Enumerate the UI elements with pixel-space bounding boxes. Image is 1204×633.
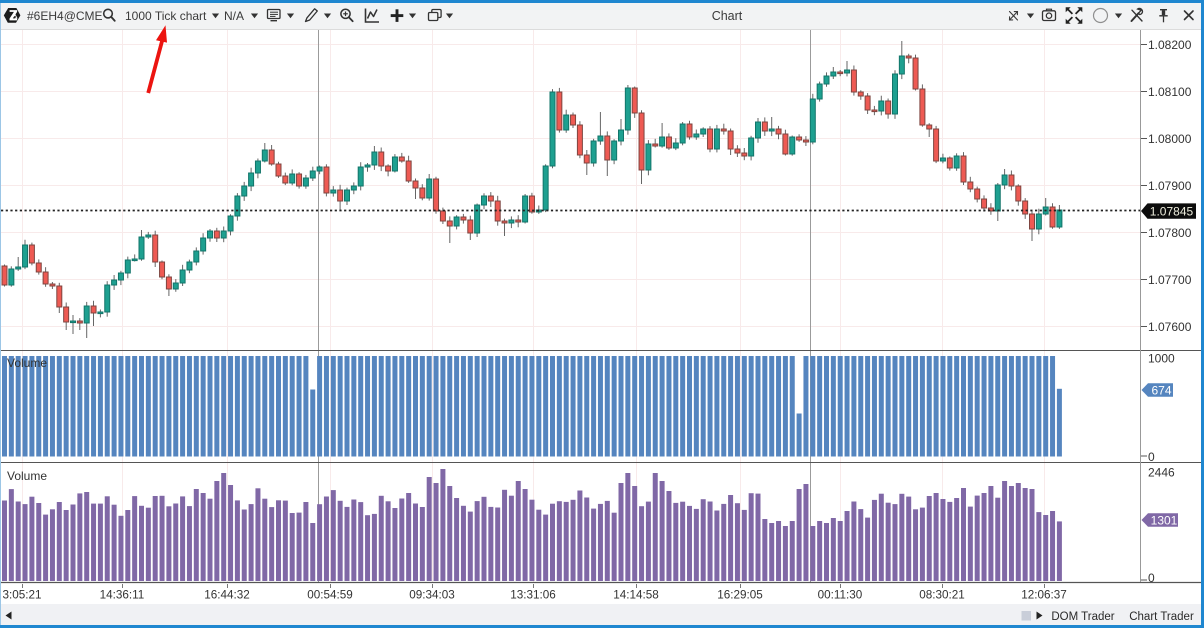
- svg-text:1.07800: 1.07800: [1148, 226, 1192, 240]
- svg-text:09:34:03: 09:34:03: [409, 589, 455, 602]
- svg-text:14:36:11: 14:36:11: [100, 589, 145, 602]
- svg-text:1301: 1301: [1151, 513, 1178, 527]
- svg-text:2446: 2446: [1148, 465, 1175, 479]
- svg-text:0: 0: [1148, 450, 1155, 464]
- svg-text:#6EH4@CME: #6EH4@CME: [27, 9, 103, 23]
- svg-text:1.08200: 1.08200: [1148, 38, 1192, 52]
- svg-text:3:05:21: 3:05:21: [3, 589, 42, 602]
- svg-text:DOM Trader: DOM Trader: [1051, 611, 1114, 623]
- svg-text:08:30:21: 08:30:21: [919, 589, 965, 602]
- svg-text:1000 Tick chart: 1000 Tick chart: [125, 9, 207, 23]
- svg-text:0: 0: [1148, 571, 1155, 585]
- svg-text:16:44:32: 16:44:32: [204, 589, 250, 602]
- svg-text:Chart: Chart: [712, 9, 743, 23]
- svg-text:1.07700: 1.07700: [1148, 273, 1192, 287]
- svg-text:00:54:59: 00:54:59: [307, 589, 353, 602]
- svg-text:1000: 1000: [1148, 352, 1175, 366]
- svg-text:1.07600: 1.07600: [1148, 320, 1192, 334]
- svg-text:1.08000: 1.08000: [1148, 132, 1192, 146]
- svg-text:Chart Trader: Chart Trader: [1129, 611, 1194, 623]
- svg-text:674: 674: [1151, 383, 1171, 397]
- svg-text:1.07900: 1.07900: [1148, 179, 1192, 193]
- svg-text:N/A: N/A: [224, 9, 244, 23]
- svg-text:14:14:58: 14:14:58: [613, 589, 659, 602]
- svg-text:1.07845: 1.07845: [1150, 205, 1194, 219]
- svg-text:1.08100: 1.08100: [1148, 85, 1192, 99]
- svg-text:16:29:05: 16:29:05: [717, 589, 763, 602]
- svg-text:Volume: Volume: [7, 469, 47, 483]
- svg-text:00:11:30: 00:11:30: [818, 589, 863, 602]
- svg-text:Volume: Volume: [7, 356, 47, 370]
- svg-text:13:31:06: 13:31:06: [510, 589, 556, 602]
- svg-text:12:06:37: 12:06:37: [1021, 589, 1067, 602]
